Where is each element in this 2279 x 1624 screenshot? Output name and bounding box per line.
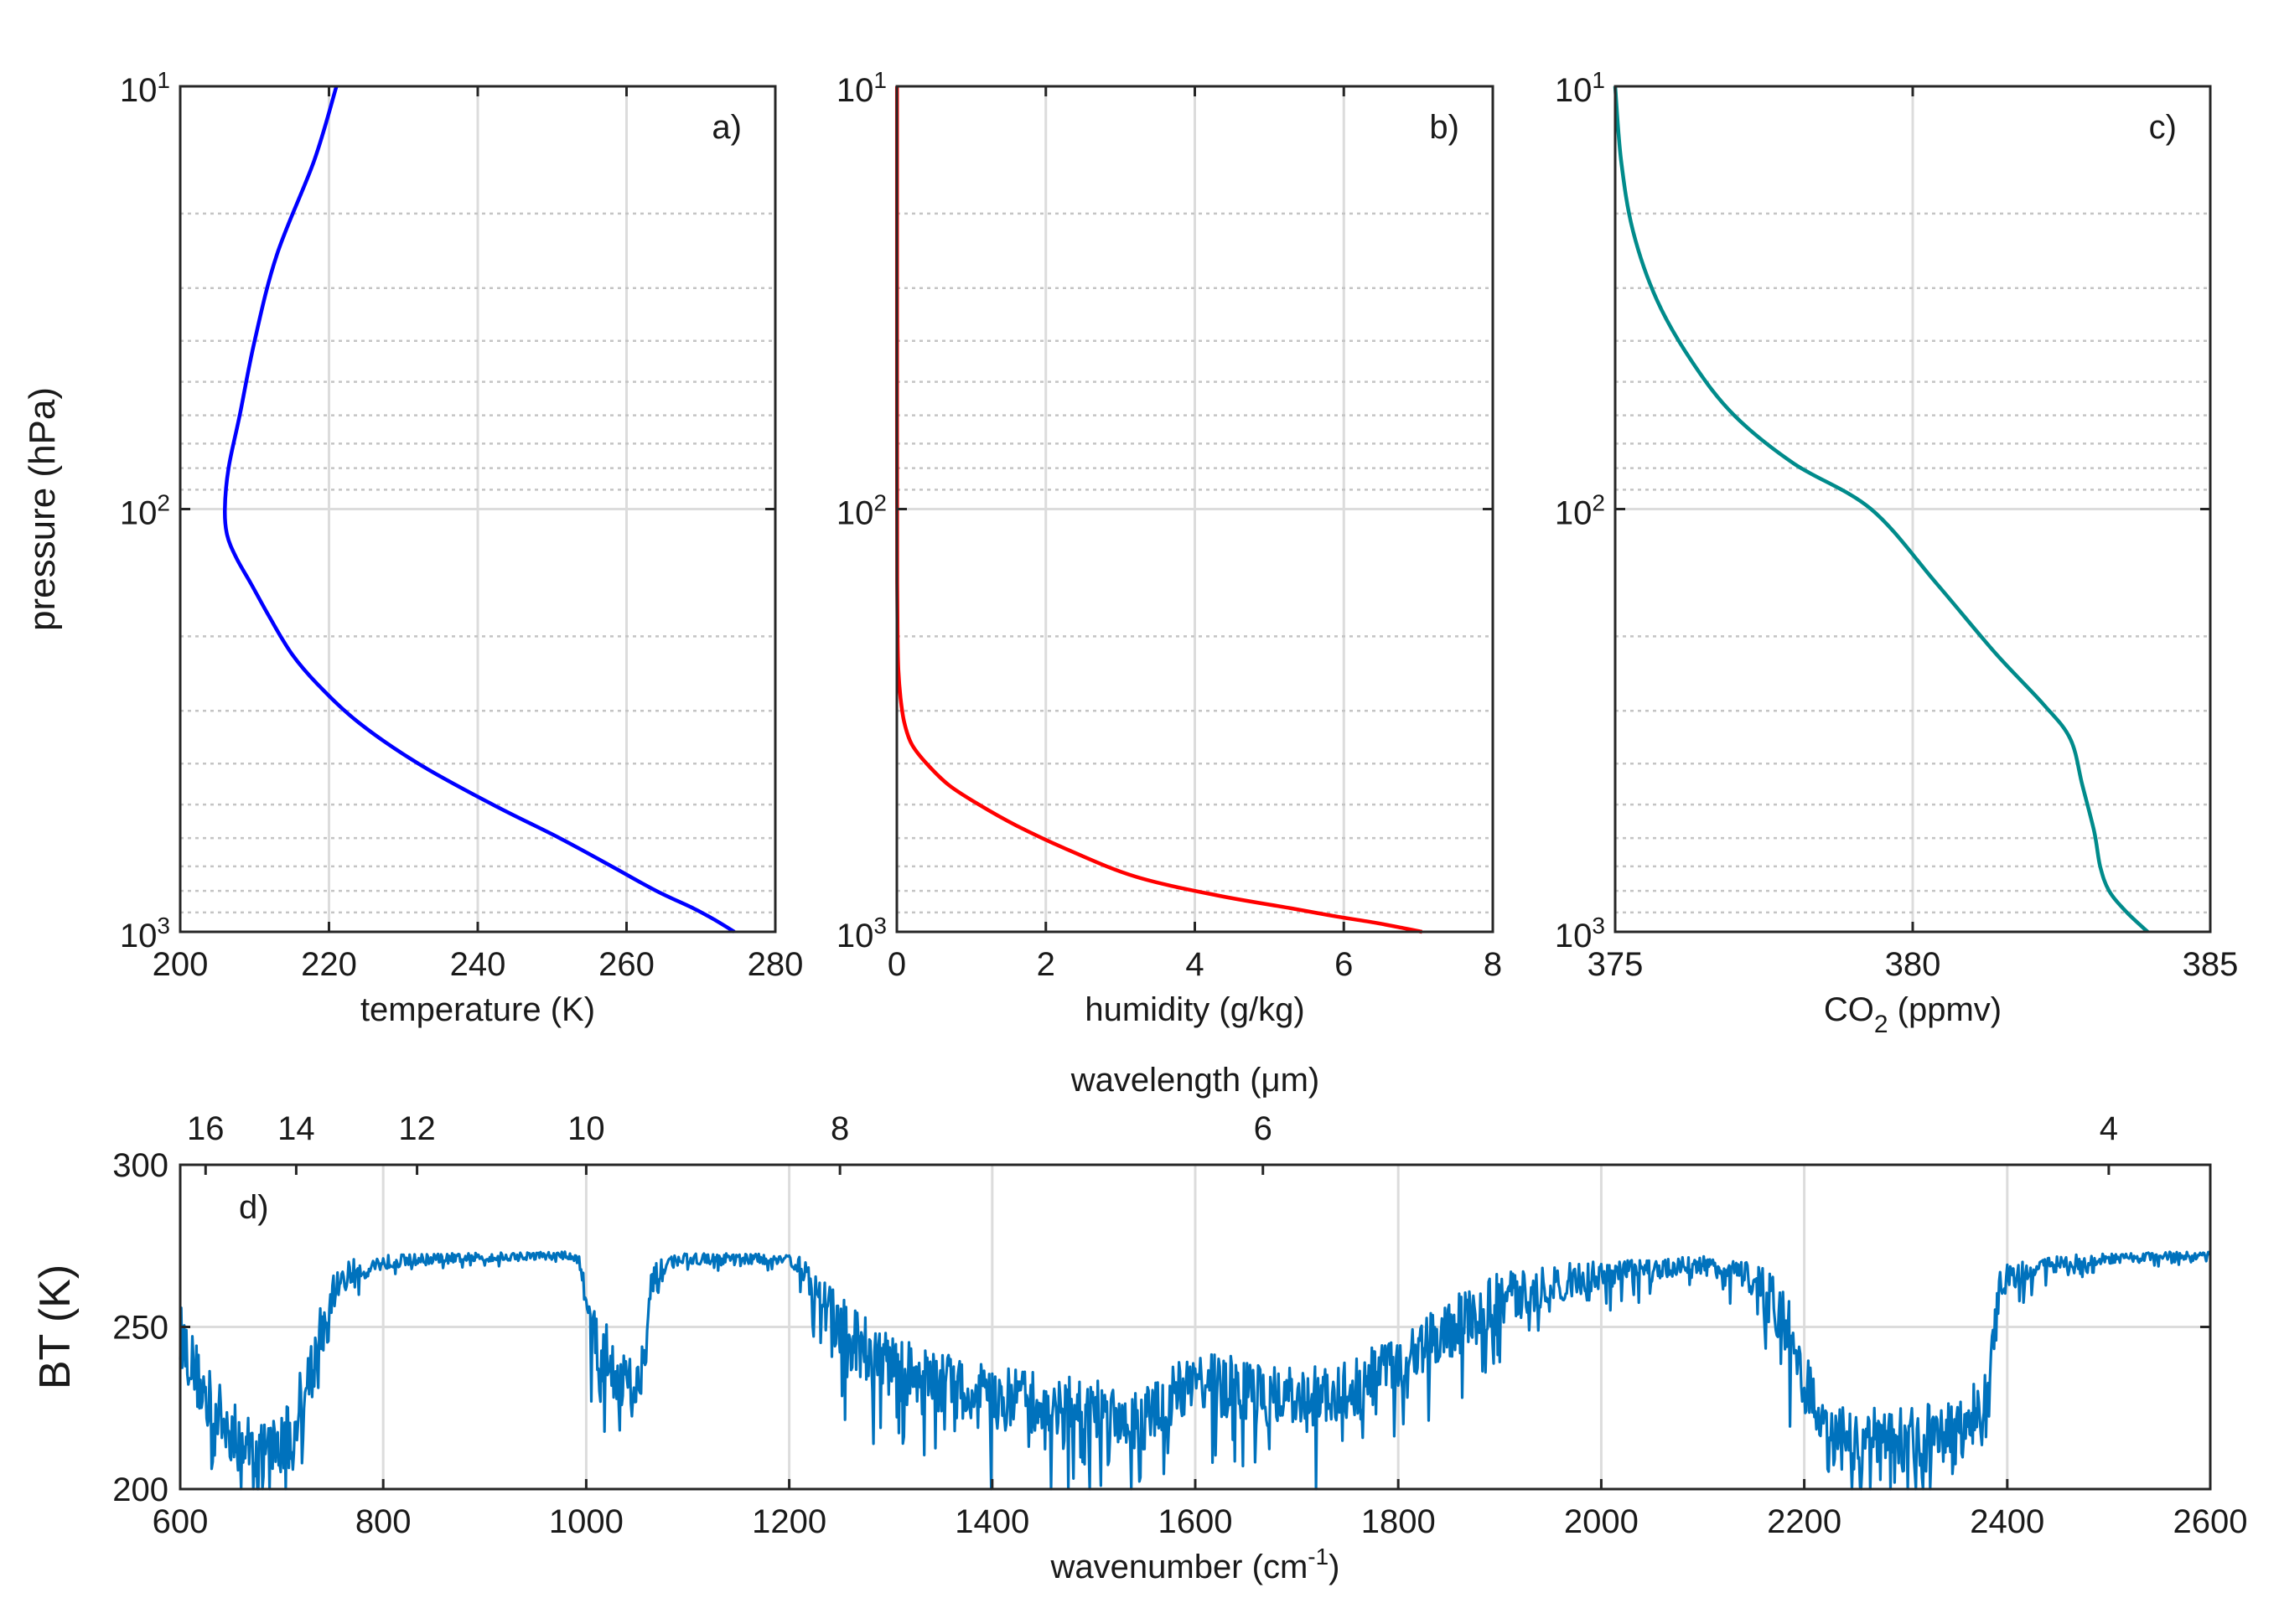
x-tick-label: 1800 xyxy=(1361,1503,1436,1540)
y-tick-label: 103 xyxy=(120,913,170,954)
x-tick-label: 1600 xyxy=(1158,1503,1233,1540)
x-tick-label: 240 xyxy=(450,946,506,983)
x-tick-label: 1400 xyxy=(955,1503,1029,1540)
x-tick-label: 2200 xyxy=(1767,1503,1841,1540)
panel-a: 200 220 240 260 280 101 102 103 temperature (K) p… xyxy=(22,67,803,1028)
series-line-d xyxy=(179,1250,2212,1491)
y-tick-label: 200 xyxy=(112,1471,168,1508)
x-tick-label: 1200 xyxy=(752,1503,826,1540)
x-tick-label: 0 xyxy=(888,946,906,983)
x-tick-label: 2400 xyxy=(1970,1503,2044,1540)
x-tick-label: 2 xyxy=(1037,946,1055,983)
x-axis-label: CO2 (ppmv) xyxy=(1824,991,2002,1038)
panel-b: 0 2 4 6 8 101 102 103 humidity (g/kg) b) xyxy=(836,67,1502,1028)
x-tick-label: 2600 xyxy=(2173,1503,2248,1540)
x-tick-label: 380 xyxy=(1885,946,1941,983)
series-line-c xyxy=(1613,85,2149,934)
panel-d: 600 800 1000 1200 1400 1600 1800 2000 2200 2400 26… xyxy=(31,1062,2247,1585)
x-tick-label: 1000 xyxy=(549,1503,624,1540)
top-tick-label: 12 xyxy=(398,1110,436,1147)
x-axis-label: humidity (g/kg) xyxy=(1085,991,1304,1028)
y-tick-label: 103 xyxy=(836,913,887,954)
x-tick-label: 800 xyxy=(355,1503,412,1540)
y-tick-label: 102 xyxy=(836,490,887,532)
top-tick-label: 4 xyxy=(2100,1110,2118,1147)
panel-label: b) xyxy=(1429,109,1459,146)
top-axis-label: wavelength (μm) xyxy=(1070,1062,1319,1099)
panel-label: d) xyxy=(239,1189,269,1226)
y-tick-label: 101 xyxy=(1555,67,1605,109)
x-tick-label: 220 xyxy=(301,946,357,983)
x-tick-label: 4 xyxy=(1185,946,1204,983)
y-tick-label: 250 xyxy=(112,1310,168,1347)
x-tick-label: 375 xyxy=(1588,946,1644,983)
x-tick-label: 260 xyxy=(598,946,655,983)
y-axis-label: pressure (hPa) xyxy=(22,387,63,631)
panel-label: c) xyxy=(2149,109,2177,146)
x-tick-label: 2000 xyxy=(1564,1503,1639,1540)
x-tick-label: 6 xyxy=(1334,946,1353,983)
y-tick-label: 101 xyxy=(836,67,887,109)
panel-label: a) xyxy=(712,109,742,146)
y-axis-label: BT (K) xyxy=(31,1265,80,1389)
y-tick-label: 102 xyxy=(1555,490,1605,532)
panel-c: 375 380 385 101 102 103 CO2 (ppmv) c) xyxy=(1555,67,2238,1038)
y-tick-label: 101 xyxy=(120,67,170,109)
x-axis-label: wavenumber (cm-1) xyxy=(1050,1544,1340,1585)
x-tick-label: 8 xyxy=(1484,946,1502,983)
top-tick-label: 16 xyxy=(187,1110,225,1147)
top-tick-label: 6 xyxy=(1254,1110,1272,1147)
x-axis-label: temperature (K) xyxy=(360,991,595,1028)
series-line-a xyxy=(222,85,736,934)
top-tick-label: 10 xyxy=(567,1110,605,1147)
y-tick-label: 103 xyxy=(1555,913,1605,954)
x-tick-label: 385 xyxy=(2183,946,2239,983)
x-tick-label: 280 xyxy=(748,946,804,983)
y-tick-label: 102 xyxy=(120,490,170,532)
top-tick-label: 8 xyxy=(831,1110,849,1147)
x-tick-label: 200 xyxy=(153,946,209,983)
top-tick-label: 14 xyxy=(277,1110,315,1147)
x-tick-label: 600 xyxy=(153,1503,209,1540)
y-tick-label: 300 xyxy=(112,1147,168,1184)
